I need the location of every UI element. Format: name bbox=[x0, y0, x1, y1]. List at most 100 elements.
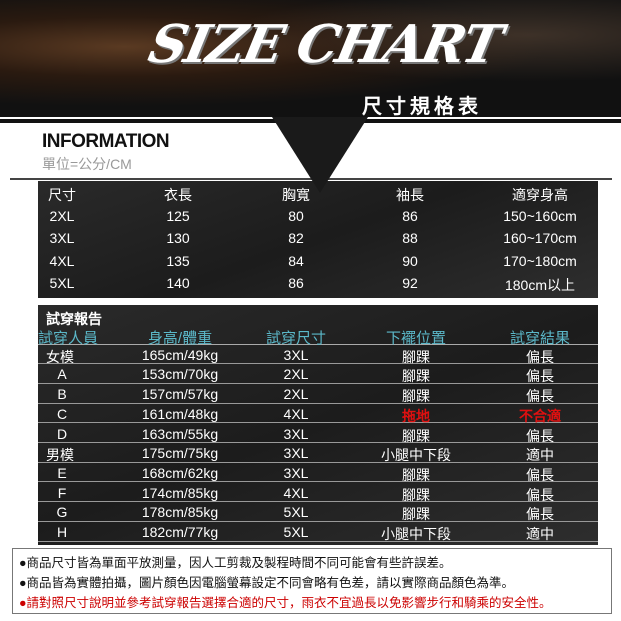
table-row: 5XL 140 86 92 180cm以上 bbox=[38, 275, 598, 297]
table-cell: 偏長 bbox=[526, 506, 554, 523]
note-warning: ●請對照尺寸說明並參考試穿報告選擇合適的尺寸，雨衣不宜過長以免影響步行和騎乘的安… bbox=[19, 596, 552, 610]
table-cell: 腳踝 bbox=[402, 368, 430, 385]
table-cell: 試穿尺寸 bbox=[265, 330, 327, 347]
table-cell: 適中 bbox=[526, 526, 554, 542]
table-row: D 163cm/55kg 3XL 腳踝 偏長 bbox=[38, 424, 598, 444]
table-cell: 163cm/55kg bbox=[141, 425, 219, 442]
table-cell: 180cm以上 bbox=[504, 277, 576, 293]
table-row: 女模 165cm/49kg 3XL 腳踝 偏長 bbox=[38, 345, 598, 365]
table-cell: 偏長 bbox=[526, 466, 554, 483]
size-chart-logo: SIZE CHART bbox=[143, 14, 506, 75]
table-cell: 170~180cm bbox=[503, 252, 577, 269]
table-cell: G bbox=[56, 504, 68, 521]
table-cell: 140 bbox=[166, 275, 190, 291]
table-cell: 2XL bbox=[283, 386, 309, 403]
note: ●商品尺寸皆為單面平放測量，因人工剪裁及製程時間不同可能會有些許誤差。 bbox=[19, 556, 452, 570]
table-cell: 82 bbox=[288, 230, 304, 246]
table-cell: 4XL bbox=[283, 484, 309, 501]
table-cell: 135 bbox=[166, 252, 190, 269]
table-row: 2XL 125 80 86 150~160cm bbox=[38, 208, 598, 230]
table-cell: 4XL bbox=[49, 252, 75, 269]
table-cell: H bbox=[56, 524, 68, 540]
table-row: C 161cm/48kg 4XL 拖地 不合適 bbox=[38, 404, 598, 424]
table-cell: 女模 bbox=[46, 348, 74, 365]
table-cell: 男模 bbox=[46, 447, 74, 464]
unit-label: 單位=公分/CM bbox=[42, 156, 132, 172]
table-cell: A bbox=[57, 366, 67, 383]
triangle-decoration bbox=[272, 117, 368, 193]
table-cell: 試穿結果 bbox=[509, 330, 571, 347]
table-row: 3XL 130 82 88 160~170cm bbox=[38, 230, 598, 252]
note: ●商品皆為實體拍攝，圖片顏色因電腦螢幕設定不同會略有色差，請以實際商品顏色為準。 bbox=[19, 576, 515, 590]
table-cell: 153cm/70kg bbox=[141, 366, 219, 383]
table-cell: 84 bbox=[288, 252, 304, 269]
table-cell: 174cm/85kg bbox=[141, 484, 219, 501]
tryon-table: 試穿報告 試穿人員 身高/體重 試穿尺寸 下襬位置 試穿結果 女模 165cm/49kg 3X… bbox=[38, 305, 598, 545]
table-cell: 86 bbox=[402, 207, 418, 224]
table-cell: 161cm/48kg bbox=[141, 405, 219, 422]
subtitle: 尺寸規格表 bbox=[362, 96, 482, 118]
table-row: F 174cm/85kg 4XL 腳踝 偏長 bbox=[38, 483, 598, 503]
table-header: 試穿人員 身高/體重 試穿尺寸 下襬位置 試穿結果 bbox=[38, 325, 598, 347]
table-cell: 178cm/85kg bbox=[141, 504, 219, 521]
table-row: E 168cm/62kg 3XL 腳踝 偏長 bbox=[38, 463, 598, 483]
notes-box: ●商品尺寸皆為單面平放測量，因人工剪裁及製程時間不同可能會有些許誤差。 ●商品皆… bbox=[12, 548, 612, 614]
table-cell: 偏長 bbox=[526, 368, 554, 385]
table-cell: 90 bbox=[402, 252, 418, 269]
table-cell: 5XL bbox=[283, 504, 309, 521]
table-cell: 偏長 bbox=[526, 486, 554, 503]
table-row: H 182cm/77kg 5XL 小腿中下段 適中 bbox=[38, 522, 598, 542]
table-cell: 5XL bbox=[49, 275, 75, 291]
table-cell: 腳踝 bbox=[402, 486, 430, 503]
table-row: 4XL 135 84 90 170~180cm bbox=[38, 253, 598, 275]
table-cell: 168cm/62kg bbox=[141, 464, 219, 481]
table-cell: 腳踝 bbox=[402, 506, 430, 523]
table-cell: 不合適 bbox=[519, 407, 561, 424]
table-cell: 125 bbox=[166, 207, 190, 224]
table-cell: 157cm/57kg bbox=[141, 386, 219, 403]
table-row: G 178cm/85kg 5XL 腳踝 偏長 bbox=[38, 502, 598, 522]
table-cell: 150~160cm bbox=[503, 207, 577, 224]
table-cell: 拖地 bbox=[402, 407, 430, 424]
table-cell: B bbox=[57, 386, 67, 403]
table-cell: 88 bbox=[402, 230, 418, 246]
table-cell: 175cm/75kg bbox=[141, 445, 219, 462]
size-table: 尺寸 衣長 胸寬 袖長 適穿身高 2XL 125 80 86 150~160cm 3XL 130 82 8… bbox=[38, 181, 598, 298]
table-cell: 86 bbox=[288, 275, 304, 291]
table-cell: 2XL bbox=[283, 366, 309, 383]
table-cell: 腳踝 bbox=[402, 388, 430, 405]
table-cell: 165cm/49kg bbox=[141, 346, 219, 363]
table-cell: 腳踝 bbox=[402, 348, 430, 365]
table-cell: F bbox=[57, 484, 67, 501]
table-cell: 腳踝 bbox=[402, 466, 430, 483]
header-banner bbox=[0, 0, 621, 117]
table-cell: 偏長 bbox=[526, 348, 554, 365]
info-title: INFORMATION bbox=[42, 131, 170, 152]
table-cell: 160~170cm bbox=[503, 230, 577, 246]
table-cell: 3XL bbox=[283, 464, 309, 481]
table-cell: C bbox=[56, 405, 68, 422]
tryon-title: 試穿報告 bbox=[46, 311, 102, 327]
table-cell: 小腿中下段 bbox=[381, 526, 451, 542]
table-cell: 130 bbox=[166, 230, 190, 246]
table-row: A 153cm/70kg 2XL 腳踝 偏長 bbox=[38, 364, 598, 384]
table-cell: 尺寸 bbox=[48, 187, 76, 203]
table-cell: 偏長 bbox=[526, 427, 554, 444]
table-cell: 2XL bbox=[49, 207, 75, 224]
table-row: B 157cm/57kg 2XL 腳踝 偏長 bbox=[38, 384, 598, 404]
table-cell: 3XL bbox=[283, 346, 309, 363]
table-cell: 偏長 bbox=[526, 388, 554, 405]
table-cell: 5XL bbox=[283, 524, 309, 540]
table-cell: 4XL bbox=[283, 405, 309, 422]
table-cell: E bbox=[57, 464, 67, 481]
table-cell: 3XL bbox=[283, 445, 309, 462]
table-cell: 身高/體重 bbox=[147, 330, 213, 347]
table-row: 男模 175cm/75kg 3XL 小腿中下段 適中 bbox=[38, 443, 598, 463]
table-cell: 182cm/77kg bbox=[141, 524, 219, 540]
table-cell: 92 bbox=[402, 275, 418, 291]
table-cell: 腳踝 bbox=[402, 427, 430, 444]
table-cell: 80 bbox=[288, 207, 304, 224]
table-cell: 衣長 bbox=[164, 187, 192, 203]
table-cell: 適中 bbox=[526, 447, 554, 464]
table-cell: 3XL bbox=[283, 425, 309, 442]
